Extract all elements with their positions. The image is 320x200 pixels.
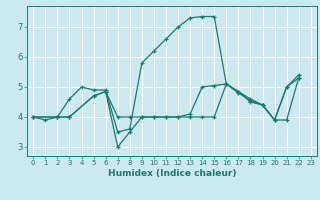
X-axis label: Humidex (Indice chaleur): Humidex (Indice chaleur): [108, 169, 236, 178]
